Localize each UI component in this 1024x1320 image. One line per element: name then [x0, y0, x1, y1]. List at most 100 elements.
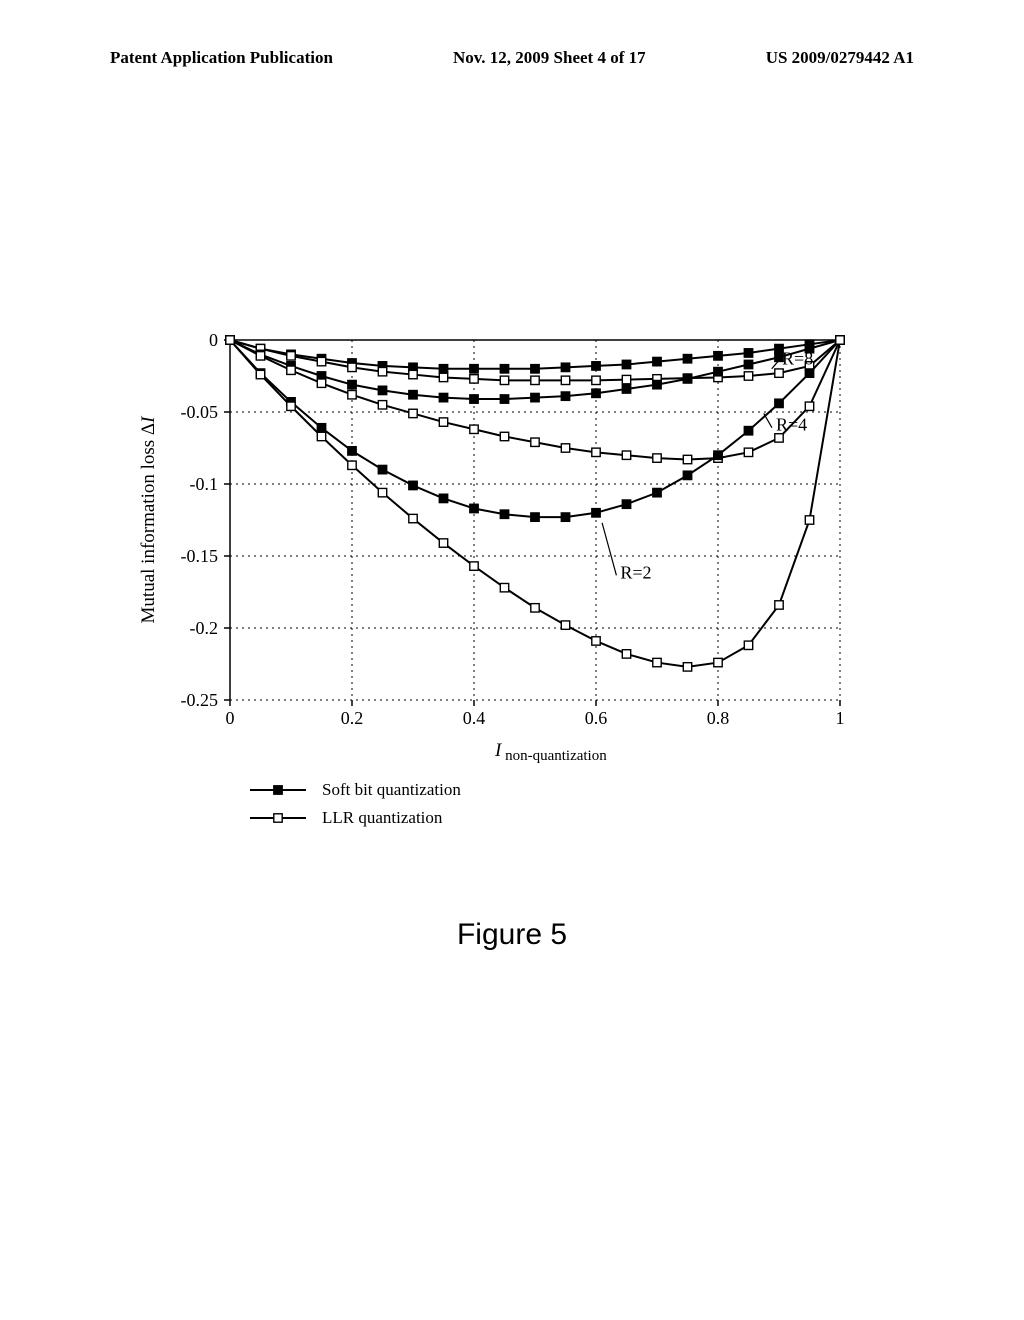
series-marker-llr-R2 [744, 641, 752, 649]
series-marker-soft-R2 [500, 510, 508, 518]
annotation-label: R=4 [776, 415, 807, 435]
series-marker-llr-R4 [683, 455, 691, 463]
series-marker-soft-R2 [439, 494, 447, 502]
series-marker-soft-R8 [561, 363, 569, 371]
annotation-leader [602, 523, 616, 575]
series-marker-soft-R2 [744, 427, 752, 435]
annotation-label: R=2 [620, 562, 651, 582]
header-right: US 2009/0279442 A1 [766, 48, 914, 68]
series-marker-soft-R8 [439, 365, 447, 373]
series-marker-soft-R8 [653, 357, 661, 365]
series-marker-llr-R8 [744, 372, 752, 380]
series-marker-soft-R8 [714, 352, 722, 360]
series-marker-llr-R4 [500, 432, 508, 440]
series-marker-llr-R8 [561, 376, 569, 384]
legend-marker-icon [274, 786, 282, 794]
series-marker-soft-R2 [561, 513, 569, 521]
series-marker-llr-R8 [622, 375, 630, 383]
page-header: Patent Application Publication Nov. 12, … [110, 48, 914, 68]
series-marker-llr-R4 [744, 448, 752, 456]
series-marker-llr-R2 [561, 621, 569, 629]
legend-label: LLR quantization [322, 808, 443, 827]
series-marker-llr-R2 [439, 539, 447, 547]
series-marker-soft-R8 [683, 355, 691, 363]
y-tick-label: -0.15 [181, 546, 219, 566]
series-marker-soft-R4 [683, 375, 691, 383]
series-marker-llr-R4 [653, 454, 661, 462]
y-axis-label: Mutual information loss ΔI [138, 415, 159, 624]
series-marker-llr-R2 [409, 514, 417, 522]
x-axis-label: I non-quantization [494, 740, 607, 764]
series-marker-soft-R4 [592, 389, 600, 397]
series-marker-llr-R4 [409, 409, 417, 417]
x-tick-label: 0 [226, 708, 235, 728]
series-marker-soft-R8 [531, 365, 539, 373]
series-marker-llr-R2 [317, 432, 325, 440]
series-marker-soft-R2 [378, 465, 386, 473]
series-marker-llr-R8 [592, 376, 600, 384]
x-tick-label: 0.6 [585, 708, 608, 728]
series-line-llr-R2 [230, 340, 840, 667]
series-marker-llr-R2 [592, 637, 600, 645]
series-marker-llr-R4 [287, 366, 295, 374]
series-marker-llr-R2 [500, 583, 508, 591]
series-marker-soft-R4 [744, 360, 752, 368]
series-marker-llr-R2 [348, 461, 356, 469]
series-marker-soft-R4 [500, 395, 508, 403]
series-marker-soft-R8 [500, 365, 508, 373]
series-marker-soft-R2 [775, 399, 783, 407]
series-marker-llr-R8 [378, 367, 386, 375]
y-tick-label: 0 [209, 330, 218, 350]
annotation-leader [764, 413, 772, 427]
series-marker-llr-R4 [592, 448, 600, 456]
annotation-label: R=8 [782, 348, 813, 368]
series-marker-soft-R2 [348, 447, 356, 455]
series-marker-soft-R8 [622, 360, 630, 368]
chart-svg: 00.20.40.60.81-0.25-0.2-0.15-0.1-0.050Mu… [120, 320, 880, 860]
series-marker-llr-R4 [348, 391, 356, 399]
y-tick-label: -0.05 [181, 402, 219, 422]
legend-label: Soft bit quantization [322, 780, 461, 799]
series-marker-llr-R2 [622, 650, 630, 658]
series-marker-soft-R8 [470, 365, 478, 373]
series-marker-llr-R2 [683, 663, 691, 671]
series-marker-soft-R4 [348, 380, 356, 388]
series-marker-soft-R8 [744, 349, 752, 357]
series-marker-llr-R2 [470, 562, 478, 570]
series-marker-soft-R4 [561, 392, 569, 400]
series-marker-soft-R4 [378, 386, 386, 394]
series-marker-llr-R8 [287, 352, 295, 360]
series-marker-llr-R4 [378, 401, 386, 409]
series-marker-llr-R2 [805, 516, 813, 524]
series-marker-llr-R4 [531, 438, 539, 446]
series-marker-soft-R4 [531, 393, 539, 401]
series-marker-soft-R4 [653, 380, 661, 388]
series-marker-llr-R8 [531, 376, 539, 384]
series-marker-llr-R4 [622, 451, 630, 459]
series-marker-llr-R4 [775, 434, 783, 442]
series-marker-soft-R2 [531, 513, 539, 521]
series-marker-soft-R8 [592, 362, 600, 370]
series-marker-soft-R4 [439, 393, 447, 401]
series-marker-soft-R2 [622, 500, 630, 508]
series-marker-soft-R2 [653, 488, 661, 496]
series-marker-llr-R2 [531, 604, 539, 612]
series-marker-soft-R2 [683, 471, 691, 479]
x-tick-label: 0.4 [463, 708, 486, 728]
series-marker-llr-R8 [439, 373, 447, 381]
series-marker-llr-R2 [775, 601, 783, 609]
y-tick-label: -0.25 [181, 690, 219, 710]
series-marker-llr-R8 [775, 369, 783, 377]
annotation-leader [772, 361, 778, 368]
series-marker-llr-R4 [805, 402, 813, 410]
series-marker-llr-R2 [653, 658, 661, 666]
series-marker-soft-R2 [409, 481, 417, 489]
series-marker-soft-R4 [622, 385, 630, 393]
series-marker-llr-R8 [317, 357, 325, 365]
series-marker-llr-R2 [256, 370, 264, 378]
chart-container: 00.20.40.60.81-0.25-0.2-0.15-0.1-0.050Mu… [120, 320, 880, 865]
x-tick-label: 0.8 [707, 708, 730, 728]
series-marker-llr-R2 [287, 402, 295, 410]
x-tick-label: 1 [836, 708, 845, 728]
series-marker-llr-R2 [378, 488, 386, 496]
